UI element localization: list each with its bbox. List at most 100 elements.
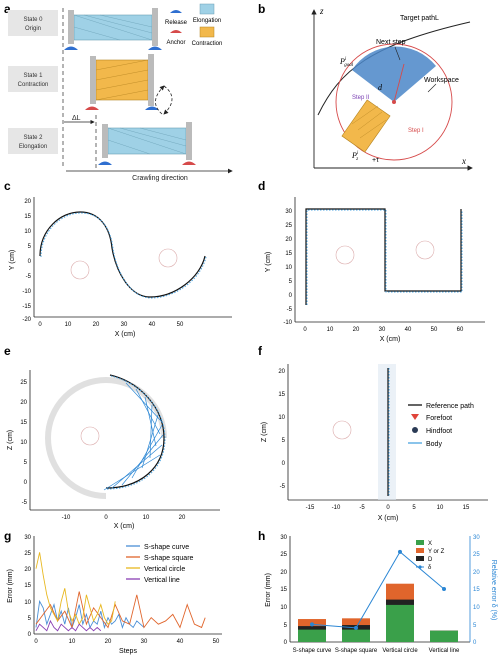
e-xticks: -10 0 10 20 — [62, 515, 186, 521]
h-ytick: 30 — [280, 535, 287, 541]
c-xtick: 50 — [177, 322, 184, 328]
state-0-label-2: Origin — [25, 26, 41, 32]
d-ytick: 15 — [285, 251, 292, 257]
c-ytick: -5 — [26, 274, 32, 280]
g-series-line — [35, 552, 116, 626]
c-ytick: 15 — [24, 214, 31, 220]
g-xtick: 20 — [105, 639, 112, 645]
e-body-path — [106, 375, 166, 490]
panel-c-letter: c — [4, 179, 11, 193]
panel-h-letter: h — [258, 529, 265, 543]
d-xtick: 0 — [303, 327, 307, 333]
b-workspace-sector — [352, 46, 436, 102]
e-ytick: 0 — [24, 480, 28, 486]
f-ytick: 5 — [282, 438, 286, 444]
h-ytick: 25 — [280, 552, 287, 558]
c-ytick: 20 — [24, 199, 31, 205]
h-y2label: Relative error δ (%) — [490, 560, 497, 621]
h-delta-point — [442, 587, 446, 591]
h-yticks: 0 5 10 15 20 25 30 — [280, 535, 287, 646]
g-legend-ssquare: S-shape square — [144, 555, 194, 562]
c-ytick: -20 — [22, 317, 31, 323]
e-spokes — [103, 382, 164, 491]
h-category-label: Vertical circle — [382, 648, 418, 654]
f-ytick: 20 — [278, 369, 285, 375]
g-legend-vcircle: Vertical circle — [144, 566, 185, 573]
h-legend-d: D — [428, 557, 433, 563]
d-ytick: 10 — [285, 265, 292, 271]
d-ytick: -10 — [283, 320, 292, 326]
panel-h: h 0 5 10 15 20 25 30 0 5 10 15 20 25 30 … — [258, 529, 497, 654]
c-xticks: 0 10 20 30 40 50 — [38, 322, 184, 328]
h-y2tick: 10 — [473, 605, 480, 611]
d-yticks: 30 25 20 15 10 5 0 -5 -10 — [283, 209, 292, 326]
state-1-label-2: Contraction — [18, 82, 49, 88]
c-xtick: 10 — [65, 322, 72, 328]
g-xtick: 50 — [213, 639, 220, 645]
d-xtick: 40 — [405, 327, 412, 333]
state-0-label-1: State 0 — [23, 17, 43, 23]
f-legend-body: Body — [426, 441, 442, 448]
g-ytick: 30 — [24, 535, 31, 541]
d-ytick: 20 — [285, 237, 292, 243]
state-2: State 2 Elongation ΔL — [8, 115, 196, 168]
h-category-label: Vertical line — [429, 648, 460, 654]
h-legend: X Y or Z D δ — [416, 540, 445, 571]
h-legend-x: X — [428, 541, 432, 547]
b-step2-label: Step II — [352, 95, 370, 101]
c-ytick: 10 — [24, 229, 31, 235]
f-xtick: 15 — [463, 505, 470, 511]
panel-a: a State 0 Origin State 1 Contraction — [4, 2, 233, 182]
h-y2ticks: 0 5 10 15 20 25 30 — [473, 535, 480, 646]
state-1: State 1 Contraction — [8, 54, 173, 115]
d-ytick: 5 — [289, 279, 293, 285]
b-robot-body — [341, 99, 391, 153]
f-ytick: 10 — [278, 415, 285, 421]
g-xticks: 0 10 20 30 40 50 — [34, 639, 220, 645]
h-category-labels: S-shape curve S-shape square Vertical ci… — [293, 648, 460, 654]
b-workspace-circle — [335, 43, 453, 161]
g-series-line — [35, 619, 102, 632]
h-y2tick: 30 — [473, 535, 480, 541]
c-ylabel: Y (cm) — [9, 250, 16, 270]
foot-release-right-0 — [148, 46, 162, 50]
g-xtick: 40 — [177, 639, 184, 645]
h-y2tick: 0 — [473, 640, 477, 646]
h-bars — [298, 549, 458, 642]
d-xticks: 0 10 20 30 40 50 60 — [303, 327, 464, 333]
e-xtick: 0 — [104, 515, 108, 521]
f-xtick: 0 — [386, 505, 390, 511]
e-ytick: 15 — [20, 420, 27, 426]
c-ytick: -10 — [22, 289, 31, 295]
f-legend-reference: Reference path — [426, 403, 474, 410]
f-xtick: -5 — [359, 505, 365, 511]
e-xtick: 10 — [143, 515, 150, 521]
h-legend-yz: Y or Z — [428, 549, 445, 555]
h-delta-point — [310, 622, 314, 627]
g-legend-scurve: S-shape curve — [144, 544, 189, 551]
g-xtick: 10 — [69, 639, 76, 645]
foot-release-left-0 — [64, 46, 78, 50]
h-y2tick: 25 — [473, 552, 480, 558]
panel-c: c 20 15 10 5 0 -5 -10 -15 -20 0 10 20 30… — [4, 179, 232, 338]
b-step1-label: Step I — [408, 128, 424, 134]
h-bar-x — [298, 629, 326, 642]
h-category-label: S-shape curve — [293, 648, 332, 654]
h-ytick: 20 — [280, 570, 287, 576]
d-ylabel: Y (cm) — [265, 252, 272, 272]
g-xtick: 0 — [34, 639, 38, 645]
panel-b: b z x Target pathL d Next step Pi goal Wo… — [258, 2, 473, 171]
f-xtick: 5 — [412, 505, 416, 511]
foot-anchor-right-2 — [182, 161, 196, 165]
c-plot-area — [34, 197, 232, 317]
d-ytick: 30 — [285, 209, 292, 215]
e-yticks: 25 20 15 10 5 0 -5 — [20, 380, 27, 506]
b-target-path-label: Target pathL — [400, 15, 439, 22]
g-legend-vline: Vertical line — [144, 577, 180, 584]
d-ytick: 25 — [285, 223, 292, 229]
g-ytick: 10 — [24, 600, 31, 606]
c-xtick: 30 — [121, 322, 128, 328]
b-d-label: d — [378, 83, 383, 92]
crawling-direction-label: Crawling direction — [132, 175, 188, 182]
h-y2tick: 5 — [473, 623, 477, 629]
